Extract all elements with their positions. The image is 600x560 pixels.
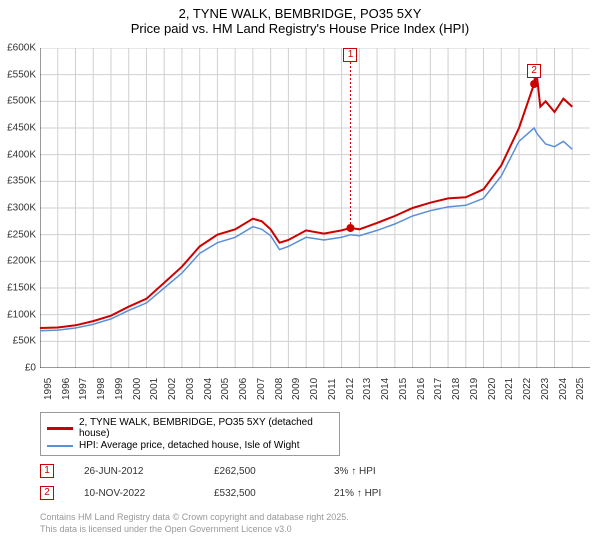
- marker-dot: [346, 224, 354, 232]
- transaction-hpi: 21% ↑ HPI: [334, 488, 454, 499]
- x-tick-label: 2013: [362, 378, 373, 400]
- x-tick-label: 2000: [132, 378, 143, 400]
- y-tick-label: £100K: [7, 309, 36, 320]
- x-tick-label: 2025: [575, 378, 586, 400]
- x-tick-label: 1997: [78, 378, 89, 400]
- y-tick-label: £600K: [7, 43, 36, 54]
- x-tick-label: 2002: [167, 378, 178, 400]
- x-tick-label: 2016: [416, 378, 427, 400]
- transaction-date: 26-JUN-2012: [84, 466, 214, 477]
- title-block: 2, TYNE WALK, BEMBRIDGE, PO35 5XY Price …: [0, 0, 600, 38]
- legend-label: 2, TYNE WALK, BEMBRIDGE, PO35 5XY (detac…: [79, 417, 333, 439]
- x-tick-label: 2018: [451, 378, 462, 400]
- x-tick-label: 2014: [380, 378, 391, 400]
- transaction-row: 1 26-JUN-2012£262,5003% ↑ HPI: [40, 460, 580, 482]
- x-tick-label: 2003: [185, 378, 196, 400]
- y-tick-label: £250K: [7, 229, 36, 240]
- y-tick-label: £0: [25, 363, 36, 374]
- x-tick-label: 2006: [238, 378, 249, 400]
- y-tick-label: £50K: [13, 336, 36, 347]
- x-tick-label: 2010: [309, 378, 320, 400]
- transaction-price: £532,500: [214, 488, 334, 499]
- x-tick-label: 2023: [540, 378, 551, 400]
- y-tick-label: £500K: [7, 96, 36, 107]
- legend-item: HPI: Average price, detached house, Isle…: [47, 440, 333, 451]
- transaction-table: 1 26-JUN-2012£262,5003% ↑ HPI 2 10-NOV-2022…: [40, 460, 580, 535]
- transaction-badge: 2: [40, 486, 54, 500]
- title-subtitle: Price paid vs. HM Land Registry's House …: [10, 21, 590, 36]
- x-tick-label: 2020: [487, 378, 498, 400]
- x-axis: 1995 1996 1997 1998 1999 2000 2001 2002 2003 2004…: [40, 370, 590, 410]
- x-tick-label: 2004: [203, 378, 214, 400]
- chart-plot-area: 12: [40, 48, 590, 368]
- x-tick-label: 1999: [114, 378, 125, 400]
- x-tick-label: 2015: [398, 378, 409, 400]
- marker-badge-1: 1: [343, 48, 357, 62]
- x-tick-label: 2022: [522, 378, 533, 400]
- y-tick-label: £200K: [7, 256, 36, 267]
- chart-container: 2, TYNE WALK, BEMBRIDGE, PO35 5XY Price …: [0, 0, 600, 560]
- x-tick-label: 2012: [345, 378, 356, 400]
- x-tick-label: 2021: [504, 378, 515, 400]
- transaction-badge: 1: [40, 464, 54, 478]
- transaction-row: 2 10-NOV-2022£532,50021% ↑ HPI: [40, 482, 580, 504]
- transaction-price: £262,500: [214, 466, 334, 477]
- x-tick-label: 2017: [433, 378, 444, 400]
- chart-svg: [40, 48, 590, 368]
- x-tick-label: 2019: [469, 378, 480, 400]
- license-text: Contains HM Land Registry data © Crown c…: [40, 512, 580, 535]
- x-tick-label: 1996: [61, 378, 72, 400]
- y-tick-label: £150K: [7, 283, 36, 294]
- marker-dot: [530, 80, 538, 88]
- transaction-date: 10-NOV-2022: [84, 488, 214, 499]
- y-tick-label: £350K: [7, 176, 36, 187]
- x-tick-label: 2005: [220, 378, 231, 400]
- legend-swatch: [47, 445, 73, 447]
- legend: 2, TYNE WALK, BEMBRIDGE, PO35 5XY (detac…: [40, 412, 340, 456]
- x-tick-label: 2007: [256, 378, 267, 400]
- x-tick-label: 1998: [96, 378, 107, 400]
- y-tick-label: £550K: [7, 69, 36, 80]
- legend-label: HPI: Average price, detached house, Isle…: [79, 440, 300, 451]
- x-tick-label: 2008: [274, 378, 285, 400]
- x-tick-label: 2024: [558, 378, 569, 400]
- y-tick-label: £300K: [7, 203, 36, 214]
- legend-swatch: [47, 427, 73, 430]
- y-tick-label: £450K: [7, 123, 36, 134]
- legend-item: 2, TYNE WALK, BEMBRIDGE, PO35 5XY (detac…: [47, 417, 333, 439]
- x-tick-label: 1995: [43, 378, 54, 400]
- x-tick-label: 2001: [149, 378, 160, 400]
- x-tick-label: 2009: [291, 378, 302, 400]
- y-axis: £0£50K£100K£150K£200K£250K£300K£350K£400…: [0, 48, 38, 368]
- y-tick-label: £400K: [7, 149, 36, 160]
- transaction-hpi: 3% ↑ HPI: [334, 466, 454, 477]
- x-tick-label: 2011: [327, 378, 338, 400]
- title-address: 2, TYNE WALK, BEMBRIDGE, PO35 5XY: [10, 6, 590, 21]
- marker-badge-2: 2: [527, 64, 541, 78]
